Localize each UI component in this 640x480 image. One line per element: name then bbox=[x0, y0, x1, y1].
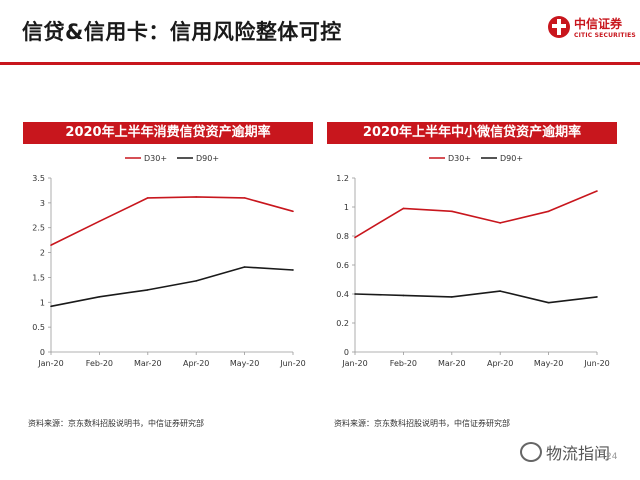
x-tick-label: Jan-20 bbox=[341, 359, 367, 368]
data-point bbox=[451, 296, 453, 298]
data-point bbox=[451, 210, 453, 213]
data-point bbox=[596, 296, 598, 298]
legend-label: D30+ bbox=[144, 154, 167, 163]
source-note: 资料来源：京东数科招股说明书，中信证券研究部 bbox=[334, 419, 510, 428]
y-tick-label: 2.5 bbox=[32, 224, 45, 233]
data-point bbox=[195, 280, 197, 282]
x-tick-label: Apr-20 bbox=[183, 359, 209, 368]
y-tick-label: 1 bbox=[344, 203, 349, 212]
series-line-d90plus bbox=[50, 266, 294, 308]
chart-sme-credit: 2020年上半年中小微信贷资产逾期率 D30+ D90+ 0 0.2 0.4 0.6 0.8… bbox=[327, 122, 617, 382]
y-tick-label: 0 bbox=[40, 348, 45, 357]
y-tick-label: 0.5 bbox=[32, 323, 45, 332]
logo-english-name: CITIC SECURITIES bbox=[574, 32, 636, 39]
data-point bbox=[402, 294, 405, 297]
data-point bbox=[547, 301, 550, 304]
y-tick-label: 0.4 bbox=[336, 290, 349, 299]
data-point bbox=[354, 236, 356, 239]
x-tick-label: May-20 bbox=[230, 359, 259, 368]
chart-consumer-credit-plot: D30+ D90+ 0 0.5 1 1.5 2 2.5 3 3.5 Jan-20 Feb-20 Mar-… bbox=[32, 154, 306, 368]
x-tick-label: Feb-20 bbox=[390, 359, 417, 368]
data-point bbox=[499, 290, 501, 292]
data-point bbox=[402, 207, 405, 210]
data-point bbox=[98, 296, 101, 298]
y-tick-label: 1.2 bbox=[336, 174, 349, 183]
x-tick-label: Jun-20 bbox=[583, 359, 610, 368]
x-tick-label: Mar-20 bbox=[134, 359, 162, 368]
series-line-d30plus bbox=[354, 190, 598, 239]
y-tick-label: 3.5 bbox=[32, 174, 45, 183]
chart-title: 2020年上半年中小微信贷资产逾期率 bbox=[327, 122, 617, 144]
data-point bbox=[499, 222, 501, 224]
data-point bbox=[147, 197, 149, 199]
page-number: 24 bbox=[606, 452, 618, 462]
x-tick-label: Feb-20 bbox=[86, 359, 113, 368]
data-point bbox=[596, 190, 598, 192]
chart-legend: D30+ D90+ bbox=[429, 154, 523, 163]
legend-label: D90+ bbox=[196, 154, 219, 163]
y-tick-label: 1 bbox=[40, 298, 45, 307]
data-point bbox=[50, 244, 52, 246]
y-tick-label: 0.8 bbox=[336, 232, 349, 241]
y-tick-label: 3 bbox=[40, 199, 45, 208]
citic-emblem-icon bbox=[548, 16, 570, 38]
header-divider bbox=[0, 62, 640, 65]
y-tick-label: 0.2 bbox=[336, 319, 349, 328]
x-tick-label: Jun-20 bbox=[279, 359, 306, 368]
y-tick-label: 2 bbox=[40, 249, 45, 258]
y-tick-label: 0 bbox=[344, 348, 349, 357]
data-point bbox=[292, 269, 294, 271]
data-point bbox=[292, 210, 294, 213]
watermark-text: 物流指闻 bbox=[546, 444, 611, 463]
y-tick-label: 0.6 bbox=[336, 261, 349, 270]
chart-legend: D30+ D90+ bbox=[125, 154, 219, 163]
series-line-d90plus bbox=[354, 290, 598, 304]
legend-label: D90+ bbox=[500, 154, 523, 163]
data-point bbox=[98, 220, 101, 223]
page-title: 信贷&信用卡：信用风险整体可控 bbox=[22, 20, 342, 44]
data-point bbox=[354, 293, 356, 295]
data-point bbox=[243, 197, 246, 199]
x-tick-label: May-20 bbox=[534, 359, 563, 368]
x-tick-label: Apr-20 bbox=[487, 359, 513, 368]
x-tick-label: Jan-20 bbox=[37, 359, 63, 368]
company-logo: 中信证券 CITIC SECURITIES bbox=[548, 12, 638, 52]
chart-sme-credit-plot: D30+ D90+ 0 0.2 0.4 0.6 0.8 1 1.2 Jan-20 Feb-20 Mar… bbox=[336, 154, 610, 368]
logo-chinese-name: 中信证券 bbox=[574, 17, 623, 31]
data-point bbox=[243, 266, 246, 268]
data-point bbox=[50, 305, 52, 308]
x-tick-label: Mar-20 bbox=[438, 359, 466, 368]
data-point bbox=[147, 289, 149, 291]
wechat-icon bbox=[520, 442, 542, 462]
data-point bbox=[547, 210, 550, 213]
source-note: 资料来源：京东数科招股说明书，中信证券研究部 bbox=[28, 419, 204, 428]
legend-label: D30+ bbox=[448, 154, 471, 163]
data-point bbox=[195, 196, 197, 198]
chart-title: 2020年上半年消费信贷资产逾期率 bbox=[23, 122, 313, 144]
series-line-d30plus bbox=[50, 196, 294, 246]
chart-consumer-credit: 2020年上半年消费信贷资产逾期率 D30+ D90+ 0 0.5 1 1.5 2 2.5 3 3… bbox=[23, 122, 313, 382]
y-tick-label: 1.5 bbox=[32, 273, 45, 282]
